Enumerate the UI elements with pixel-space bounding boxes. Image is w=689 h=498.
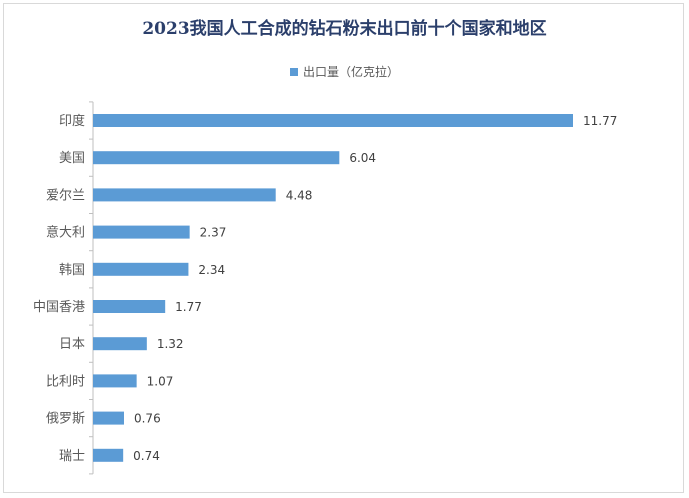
category-label: 俄罗斯 — [46, 412, 85, 427]
bar — [93, 448, 124, 462]
category-label: 中国香港 — [33, 300, 85, 315]
category-label: 瑞士 — [59, 449, 85, 464]
category-label: 爱尔兰 — [46, 188, 85, 203]
bar — [93, 300, 166, 313]
legend-swatch — [289, 68, 298, 76]
bar — [93, 374, 137, 388]
category-label: 日本 — [59, 337, 85, 352]
data-label: 4.48 — [286, 188, 313, 202]
category-label: 比利时 — [46, 374, 85, 389]
data-label: 1.07 — [147, 374, 174, 388]
data-label: 0.74 — [133, 449, 160, 463]
category-label: 印度 — [59, 113, 85, 129]
data-label: 0.76 — [134, 412, 161, 426]
bar — [93, 114, 573, 127]
data-label: 2.37 — [200, 226, 227, 240]
chart-frame — [3, 3, 684, 493]
legend: 出口量（亿克拉） — [0, 63, 689, 80]
data-label: 2.34 — [198, 263, 225, 277]
bar — [93, 151, 340, 165]
legend-label: 出口量（亿克拉） — [302, 65, 399, 79]
bar — [93, 262, 189, 276]
chart-title: 2023我国人工合成的钻石粉末出口前十个国家和地区 — [142, 19, 547, 39]
bar — [93, 337, 147, 351]
bar — [93, 411, 124, 425]
bar — [93, 188, 276, 202]
data-label: 1.77 — [175, 300, 202, 314]
bar — [93, 225, 190, 239]
data-label: 1.32 — [157, 337, 184, 351]
data-label: 11.77 — [583, 114, 617, 128]
data-label: 6.04 — [349, 151, 376, 165]
category-label: 美国 — [59, 151, 85, 166]
category-label: 韩国 — [59, 263, 85, 278]
category-label: 意大利 — [46, 225, 85, 241]
